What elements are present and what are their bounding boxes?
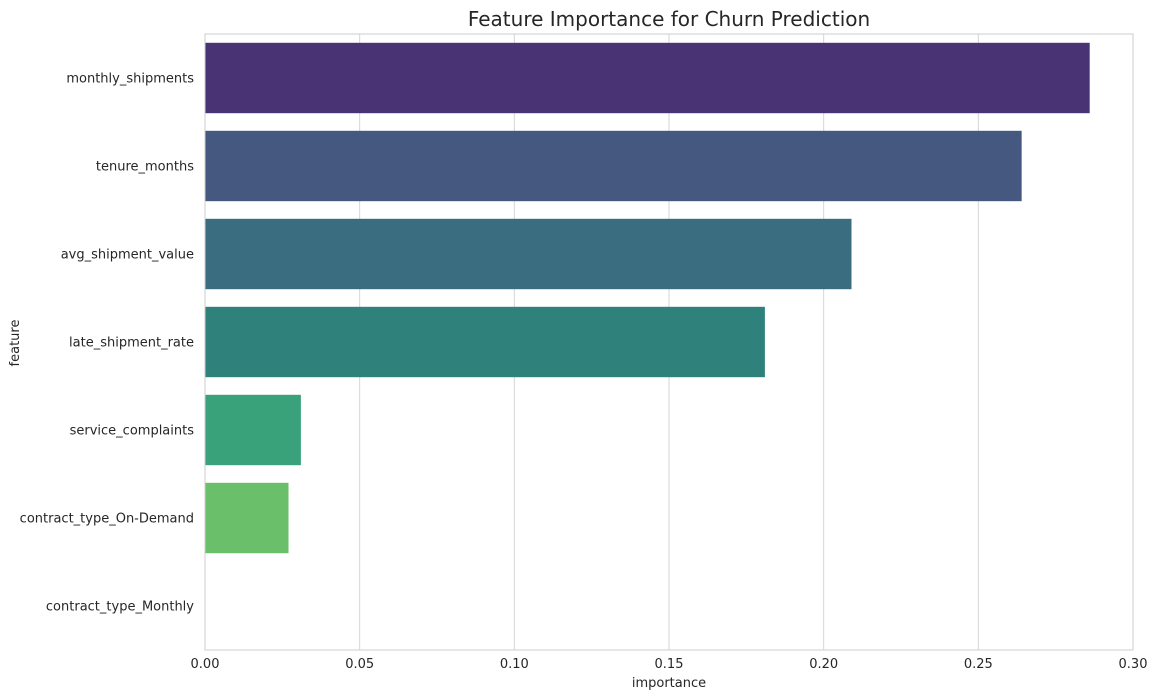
bars — [205, 42, 1090, 554]
y-category-label: avg_shipment_value — [61, 248, 194, 263]
x-tick-label: 0.05 — [345, 657, 374, 672]
bar-avg_shipment_value — [205, 218, 852, 290]
y-category-labels: monthly_shipments tenure_months avg_shipme… — [20, 72, 195, 615]
y-category-label: late_shipment_rate — [69, 336, 194, 351]
y-axis-label: feature — [8, 320, 23, 367]
bar-service_complaints — [205, 394, 301, 466]
x-tick-label: 0.00 — [191, 657, 220, 672]
x-tick-label: 0.30 — [1119, 657, 1148, 672]
y-category-label: service_complaints — [70, 424, 195, 439]
x-tick-label: 0.20 — [809, 657, 838, 672]
x-tick-label: 0.25 — [964, 657, 993, 672]
bar-tenure_months — [205, 130, 1022, 202]
x-tick-labels: 0.00 0.05 0.10 0.15 0.20 0.25 0.30 — [191, 657, 1148, 672]
plot-frame — [204, 33, 1134, 651]
y-category-label: contract_type_Monthly — [46, 600, 194, 615]
x-tick-label: 0.10 — [500, 657, 529, 672]
bar-contract_type_On-Demand — [205, 482, 289, 554]
y-category-label: contract_type_On-Demand — [20, 512, 194, 527]
chart-title: Feature Importance for Churn Prediction — [468, 7, 870, 31]
y-category-label: monthly_shipments — [66, 72, 194, 87]
bar-monthly_shipments — [205, 42, 1090, 114]
x-tick-label: 0.15 — [655, 657, 684, 672]
bar-late_shipment_rate — [205, 306, 765, 378]
x-axis-label: importance — [632, 676, 706, 691]
y-category-label: tenure_months — [96, 160, 194, 175]
